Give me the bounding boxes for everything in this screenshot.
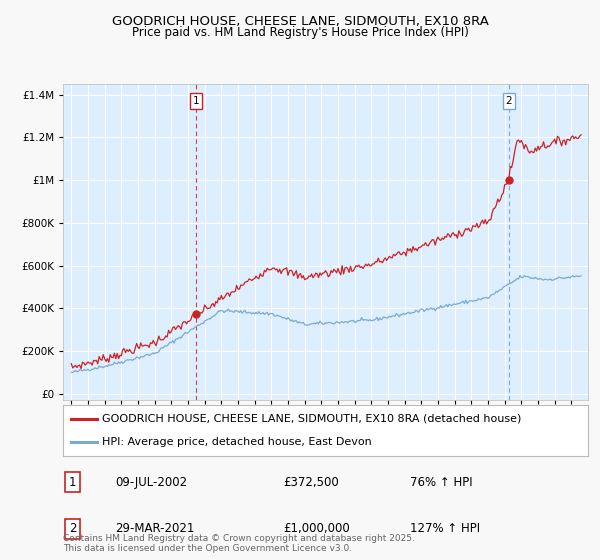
Point	[504, 176, 514, 185]
Text: Contains HM Land Registry data © Crown copyright and database right 2025.
This d: Contains HM Land Registry data © Crown c…	[63, 534, 415, 553]
Text: 1: 1	[69, 476, 76, 489]
Text: £1,000,000: £1,000,000	[284, 522, 350, 535]
Text: GOODRICH HOUSE, CHEESE LANE, SIDMOUTH, EX10 8RA (detached house): GOODRICH HOUSE, CHEESE LANE, SIDMOUTH, E…	[103, 414, 522, 424]
Text: 09-JUL-2002: 09-JUL-2002	[115, 476, 188, 489]
Point	[191, 310, 201, 319]
Text: 1: 1	[193, 96, 200, 106]
Text: 127% ↑ HPI: 127% ↑ HPI	[409, 522, 479, 535]
Text: HPI: Average price, detached house, East Devon: HPI: Average price, detached house, East…	[103, 437, 372, 447]
Text: £372,500: £372,500	[284, 476, 339, 489]
Text: 2: 2	[69, 522, 76, 535]
Text: 76% ↑ HPI: 76% ↑ HPI	[409, 476, 472, 489]
Text: 2: 2	[506, 96, 512, 106]
Text: Price paid vs. HM Land Registry's House Price Index (HPI): Price paid vs. HM Land Registry's House …	[131, 26, 469, 39]
Text: 29-MAR-2021: 29-MAR-2021	[115, 522, 195, 535]
Text: GOODRICH HOUSE, CHEESE LANE, SIDMOUTH, EX10 8RA: GOODRICH HOUSE, CHEESE LANE, SIDMOUTH, E…	[112, 15, 488, 27]
